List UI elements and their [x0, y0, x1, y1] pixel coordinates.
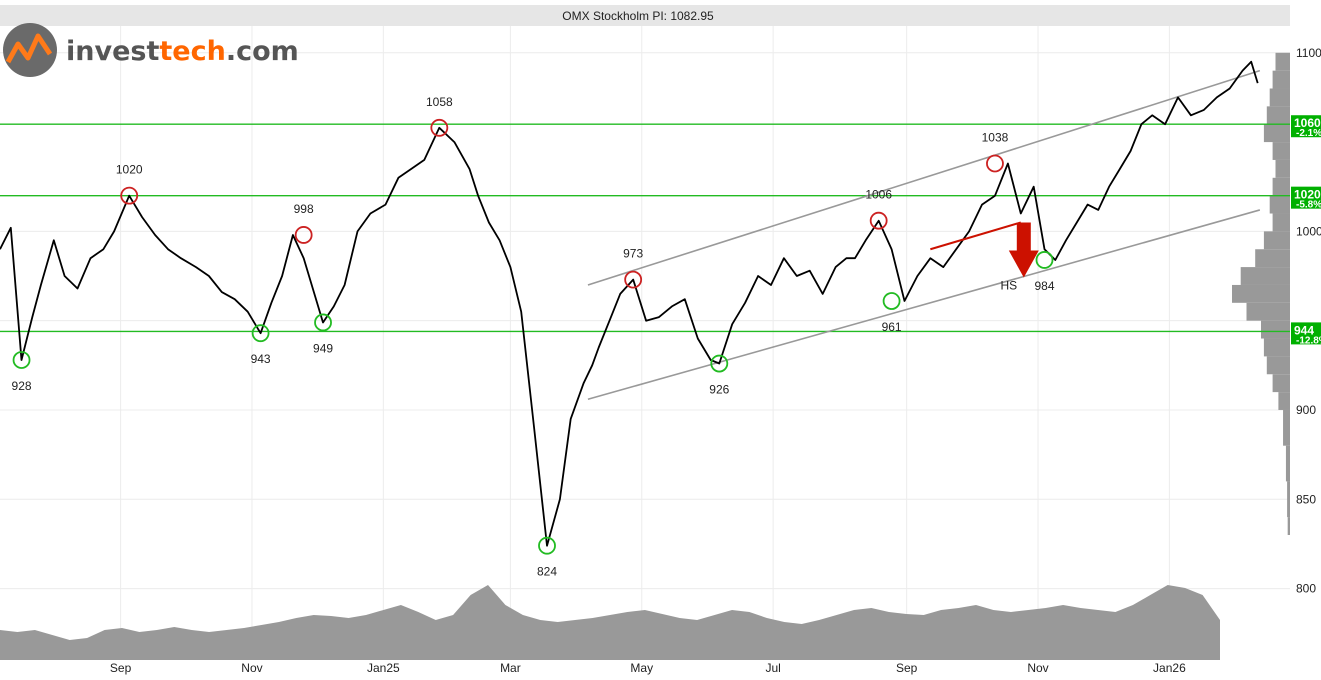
volume-profile-bar	[1269, 88, 1290, 107]
grid	[0, 26, 1290, 660]
head-shoulders-signal: HS	[930, 221, 1039, 292]
volume-profile-bar	[1287, 481, 1290, 518]
x-tick-label: Jan25	[367, 661, 400, 675]
volume-profile-bar	[1266, 106, 1290, 125]
volume-profile-bar	[1263, 124, 1290, 143]
volume-profile-bar	[1232, 284, 1290, 303]
trend-channel	[587, 69, 1261, 401]
volume-profile-bar	[1275, 159, 1290, 178]
x-tick-label: Sep	[896, 661, 918, 675]
y-tick-label: 850	[1296, 492, 1316, 506]
volume-profile-bar	[1263, 338, 1290, 357]
volume-area-shape	[0, 585, 1220, 660]
y-tick-label: 1100	[1296, 46, 1321, 60]
level-box	[1291, 115, 1321, 138]
support-resistance-levels: 1060-2.1%1020-5.8%944-12.8%	[0, 115, 1321, 346]
y-axis: 800 850 900 1000 1100	[1296, 46, 1321, 596]
level-box	[1291, 186, 1321, 209]
chart-title: OMX Stockholm PI: 1082.95	[562, 9, 714, 23]
level-pct: -12.8%	[1296, 335, 1321, 346]
bottom-marker	[12, 351, 31, 369]
volume-profile-bar	[1261, 320, 1290, 339]
logo: investtech.com	[3, 23, 299, 77]
top-marker	[430, 118, 449, 137]
bottom-marker	[251, 324, 270, 343]
top-label: 998	[294, 202, 314, 216]
level-pct: -5.8%	[1296, 200, 1321, 211]
y-tick-label: 800	[1296, 582, 1316, 596]
bottom-marker	[1035, 251, 1054, 269]
volume-profile-bar	[1263, 231, 1290, 250]
volume-profile-bar	[1287, 517, 1290, 535]
top-marker	[624, 270, 643, 289]
volume-profile-bar	[1283, 409, 1290, 446]
bottom-label: 928	[12, 379, 32, 393]
price-line-group	[0, 60, 1259, 547]
volume-profile-bar	[1272, 213, 1290, 232]
bottom-label: 926	[709, 383, 729, 397]
volume-profile-bar	[1240, 267, 1290, 285]
x-axis: Sep Nov Jan25 Mar May Jul Sep Nov Jan26	[110, 661, 1186, 675]
top-label: 1006	[865, 188, 892, 202]
level-box	[1291, 322, 1321, 345]
volume-area	[0, 585, 1220, 660]
sell-arrow	[1008, 222, 1039, 278]
volume-profile-bar	[1272, 177, 1290, 196]
top-marker	[869, 211, 888, 230]
level-label: 1020	[1294, 188, 1321, 202]
x-tick-label: Jan26	[1153, 661, 1186, 675]
volume-profile-bar	[1246, 302, 1290, 321]
bottom-label: 961	[882, 320, 902, 334]
volume-profile-bar	[1272, 374, 1290, 393]
y-tick-label: 1000	[1296, 224, 1321, 238]
volume-profile-bar	[1278, 392, 1290, 410]
logo-text: investtech.com	[66, 36, 299, 67]
channel-lower-line	[587, 209, 1261, 401]
x-tick-label: Mar	[500, 661, 521, 675]
hs-neckline	[930, 221, 1022, 251]
volume-profile-bar	[1272, 70, 1290, 89]
volume-profile-bar	[1255, 249, 1290, 268]
top-label: 973	[623, 247, 643, 261]
x-tick-label: Sep	[110, 661, 132, 675]
y-tick-label: 900	[1296, 403, 1316, 417]
top-marker	[120, 186, 139, 205]
top-label: 1038	[982, 131, 1009, 145]
bottom-label: 949	[313, 341, 333, 355]
top-label: 1058	[426, 95, 453, 109]
top-marker	[986, 154, 1004, 173]
volume-profile-bar	[1266, 356, 1290, 375]
volume-profile	[1232, 52, 1290, 535]
x-tick-label: Nov	[241, 661, 262, 675]
bottom-marker	[538, 536, 556, 555]
level-pct: -2.1%	[1296, 128, 1321, 139]
x-tick-label: Jul	[765, 661, 780, 675]
bottom-label: 984	[1034, 279, 1054, 293]
volume-profile-bar	[1275, 52, 1290, 71]
level-label: 944	[1294, 323, 1314, 337]
level-label: 1060	[1294, 116, 1321, 130]
hs-label: HS	[1000, 278, 1017, 292]
pivot-markers: 1020 998 1058 973 1006 1038 928 943 949 824 926 961…	[12, 95, 1055, 579]
channel-upper-line	[587, 69, 1261, 286]
title-bar	[0, 5, 1290, 26]
volume-profile-bar	[1285, 445, 1290, 482]
x-tick-label: May	[630, 661, 653, 675]
x-tick-label: Nov	[1027, 661, 1048, 675]
top-marker	[294, 226, 313, 244]
bottom-marker	[710, 354, 729, 373]
logo-icon	[3, 23, 57, 77]
price-line	[0, 60, 1259, 547]
bottom-marker	[882, 292, 901, 310]
bottom-marker	[314, 313, 332, 332]
volume-profile-bar	[1269, 195, 1290, 214]
bottom-label: 943	[251, 352, 271, 366]
volume-profile-bar	[1272, 142, 1290, 160]
top-label: 1020	[116, 163, 143, 177]
bottom-label: 824	[537, 565, 557, 579]
